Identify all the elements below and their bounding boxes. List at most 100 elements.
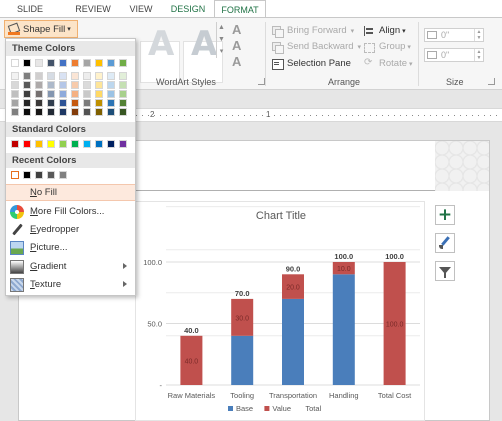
wordart-gallery-scroll[interactable]: ▲ ▼ ▾ bbox=[216, 22, 226, 58]
theme-color-swatch-0[interactable] bbox=[11, 59, 19, 67]
theme-shade-swatch-23[interactable] bbox=[47, 90, 55, 98]
size-dialog-launcher-icon[interactable] bbox=[488, 78, 495, 85]
standard-color-swatch-1[interactable] bbox=[23, 140, 31, 148]
theme-color-swatch-5[interactable] bbox=[71, 59, 79, 67]
theme-shade-swatch-32[interactable] bbox=[35, 99, 43, 107]
theme-shade-swatch-40[interactable] bbox=[11, 108, 19, 116]
standard-color-swatch-0[interactable] bbox=[11, 140, 19, 148]
theme-color-swatch-8[interactable] bbox=[107, 59, 115, 67]
theme-shade-swatch-44[interactable] bbox=[59, 108, 67, 116]
theme-color-swatch-1[interactable] bbox=[23, 59, 31, 67]
theme-shade-swatch-11[interactable] bbox=[23, 81, 31, 89]
standard-color-swatch-8[interactable] bbox=[107, 140, 115, 148]
theme-shade-swatch-36[interactable] bbox=[83, 99, 91, 107]
theme-shade-swatch-30[interactable] bbox=[11, 99, 19, 107]
width-spinner-icon[interactable]: ▲ ▼ bbox=[474, 49, 483, 61]
recent-color-swatch-1[interactable] bbox=[23, 171, 31, 179]
send-backward-button[interactable]: Send Backward ▾ bbox=[272, 40, 361, 54]
theme-shade-swatch-4[interactable] bbox=[59, 72, 67, 80]
theme-shade-swatch-7[interactable] bbox=[95, 72, 103, 80]
theme-shade-swatch-48[interactable] bbox=[107, 108, 115, 116]
tab-slide-show[interactable]: SLIDE SHOW bbox=[16, 4, 44, 32]
theme-shade-swatch-14[interactable] bbox=[59, 81, 67, 89]
shape-width-field[interactable]: 0" ▲ ▼ bbox=[424, 48, 484, 62]
theme-shade-swatch-37[interactable] bbox=[95, 99, 103, 107]
more-fill-colors-item[interactable]: More Fill Colors... bbox=[6, 203, 135, 220]
theme-shade-swatch-9[interactable] bbox=[119, 72, 127, 80]
more-icon[interactable]: ▾ bbox=[219, 48, 224, 55]
no-fill-item[interactable]: No Fill bbox=[6, 184, 135, 201]
theme-color-swatch-7[interactable] bbox=[95, 59, 103, 67]
shape-height-field[interactable]: 0" ▲ ▼ bbox=[424, 28, 484, 42]
theme-shade-swatch-20[interactable] bbox=[11, 90, 19, 98]
theme-shade-swatch-5[interactable] bbox=[71, 72, 79, 80]
eyedropper-item[interactable]: Eyedropper bbox=[6, 221, 135, 238]
theme-shade-swatch-17[interactable] bbox=[95, 81, 103, 89]
theme-shade-swatch-19[interactable] bbox=[119, 81, 127, 89]
theme-shade-swatch-47[interactable] bbox=[95, 108, 103, 116]
tab-design[interactable]: DESIGN bbox=[170, 4, 206, 14]
theme-shade-swatch-12[interactable] bbox=[35, 81, 43, 89]
chart[interactable]: Chart Title 100.0 50.0 - 40.0 40.0 Raw Materia… bbox=[136, 202, 426, 421]
standard-color-swatch-2[interactable] bbox=[35, 140, 43, 148]
standard-color-swatch-3[interactable] bbox=[47, 140, 55, 148]
scroll-down-icon[interactable]: ▼ bbox=[218, 36, 225, 43]
tab-view[interactable]: VIEW bbox=[129, 4, 153, 14]
theme-shade-swatch-10[interactable] bbox=[11, 81, 19, 89]
shape-fill-button[interactable]: Shape Fill ▾ bbox=[4, 20, 78, 38]
selection-pane-button[interactable]: Selection Pane bbox=[272, 57, 351, 70]
standard-color-swatch-5[interactable] bbox=[71, 140, 79, 148]
group-button[interactable]: Group ▾ bbox=[364, 40, 411, 53]
theme-shade-swatch-46[interactable] bbox=[83, 108, 91, 116]
text-effects-icon[interactable]: A bbox=[232, 54, 242, 69]
theme-shade-swatch-1[interactable] bbox=[23, 72, 31, 80]
picture-item[interactable]: Picture... bbox=[6, 239, 135, 256]
recent-color-swatch-3[interactable] bbox=[47, 171, 55, 179]
theme-shade-swatch-6[interactable] bbox=[83, 72, 91, 80]
theme-shade-swatch-15[interactable] bbox=[71, 81, 79, 89]
theme-shade-swatch-45[interactable] bbox=[71, 108, 79, 116]
theme-color-swatch-6[interactable] bbox=[83, 59, 91, 67]
bring-forward-button[interactable]: Bring Forward ▾ bbox=[272, 24, 354, 38]
chart-elements-button[interactable]: + bbox=[435, 205, 455, 225]
theme-color-swatch-2[interactable] bbox=[35, 59, 43, 67]
theme-shade-swatch-18[interactable] bbox=[107, 81, 115, 89]
theme-shade-swatch-24[interactable] bbox=[59, 90, 67, 98]
recent-color-swatch-4[interactable] bbox=[59, 171, 67, 179]
theme-shade-swatch-35[interactable] bbox=[71, 99, 79, 107]
standard-color-swatch-7[interactable] bbox=[95, 140, 103, 148]
standard-color-swatch-6[interactable] bbox=[83, 140, 91, 148]
tab-review[interactable]: REVIEW bbox=[75, 4, 111, 14]
theme-shade-swatch-0[interactable] bbox=[11, 72, 19, 80]
theme-shade-swatch-21[interactable] bbox=[23, 90, 31, 98]
align-button[interactable]: Align ▾ bbox=[364, 24, 406, 37]
texture-item[interactable]: Texture bbox=[6, 276, 135, 293]
theme-shade-swatch-41[interactable] bbox=[23, 108, 31, 116]
gradient-item[interactable]: Gradient bbox=[6, 258, 135, 275]
theme-shade-swatch-34[interactable] bbox=[59, 99, 67, 107]
wordart-style-2[interactable] bbox=[140, 41, 180, 83]
wordart-dialog-launcher-icon[interactable] bbox=[258, 78, 265, 85]
theme-color-swatch-4[interactable] bbox=[59, 59, 67, 67]
theme-shade-swatch-27[interactable] bbox=[95, 90, 103, 98]
theme-shade-swatch-43[interactable] bbox=[47, 108, 55, 116]
standard-color-swatch-9[interactable] bbox=[119, 140, 127, 148]
theme-shade-swatch-42[interactable] bbox=[35, 108, 43, 116]
theme-shade-swatch-26[interactable] bbox=[83, 90, 91, 98]
theme-shade-swatch-2[interactable] bbox=[35, 72, 43, 80]
tab-format[interactable]: FORMAT bbox=[214, 0, 266, 18]
theme-shade-swatch-13[interactable] bbox=[47, 81, 55, 89]
theme-shade-swatch-49[interactable] bbox=[119, 108, 127, 116]
theme-shade-swatch-29[interactable] bbox=[119, 90, 127, 98]
chart-filters-button[interactable] bbox=[435, 261, 455, 281]
theme-shade-swatch-33[interactable] bbox=[47, 99, 55, 107]
rotate-button[interactable]: Rotate ▾ bbox=[364, 57, 413, 70]
theme-shade-swatch-25[interactable] bbox=[71, 90, 79, 98]
theme-shade-swatch-22[interactable] bbox=[35, 90, 43, 98]
recent-color-swatch-2[interactable] bbox=[35, 171, 43, 179]
theme-shade-swatch-3[interactable] bbox=[47, 72, 55, 80]
chart-area[interactable]: Chart Title 100.0 50.0 - 40.0 40.0 Raw Materia… bbox=[135, 201, 425, 421]
theme-shade-swatch-8[interactable] bbox=[107, 72, 115, 80]
height-spinner-icon[interactable]: ▲ ▼ bbox=[474, 29, 483, 41]
text-outline-icon[interactable]: A bbox=[232, 38, 242, 53]
